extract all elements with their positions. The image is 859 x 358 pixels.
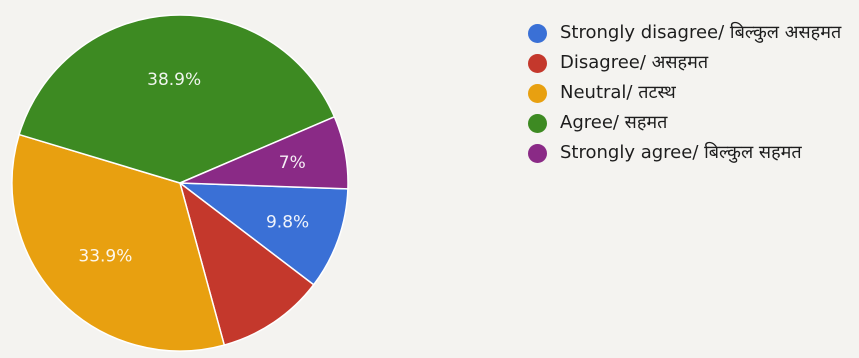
pie-slice-strongly-agree[interactable] <box>179 115 349 190</box>
legend-item-strongly-agree[interactable]: Strongly agree/ बिल्कुल सहमत <box>528 142 841 164</box>
legend-swatch-neutral <box>528 84 547 103</box>
pie-slice-strongly-disagree[interactable] <box>177 182 349 286</box>
legend-label-disagree: Disagree/ असहमत <box>560 52 709 73</box>
legend: Strongly disagree/ बिल्कुल असहमत Disagre… <box>528 22 841 172</box>
slice-label-strongly-disagree: 9.8% <box>266 212 309 232</box>
pie-slice-agree[interactable] <box>18 14 336 184</box>
slice-label-agree: 38.9% <box>147 70 201 90</box>
legend-item-disagree[interactable]: Disagree/ असहमत <box>528 52 841 74</box>
legend-swatch-strongly-agree <box>528 144 547 163</box>
legend-label-strongly-disagree: Strongly disagree/ बिल्कुल असहमत <box>560 22 842 43</box>
legend-swatch-disagree <box>528 54 547 73</box>
legend-swatch-strongly-disagree <box>528 24 547 43</box>
legend-item-strongly-disagree[interactable]: Strongly disagree/ बिल्कुल असहमत <box>528 22 841 44</box>
slice-label-strongly-agree: 7% <box>279 153 306 173</box>
slice-label-neutral: 33.9% <box>78 247 132 267</box>
legend-label-agree: Agree/ सहमत <box>560 112 668 133</box>
legend-label-neutral: Neutral/ तटस्थ <box>560 82 676 103</box>
legend-label-strongly-agree: Strongly agree/ बिल्कुल सहमत <box>560 142 802 163</box>
pie-slice-neutral[interactable] <box>11 133 226 352</box>
legend-swatch-agree <box>528 114 547 133</box>
legend-item-neutral[interactable]: Neutral/ तटस्थ <box>528 82 841 104</box>
legend-item-agree[interactable]: Agree/ सहमत <box>528 112 841 134</box>
